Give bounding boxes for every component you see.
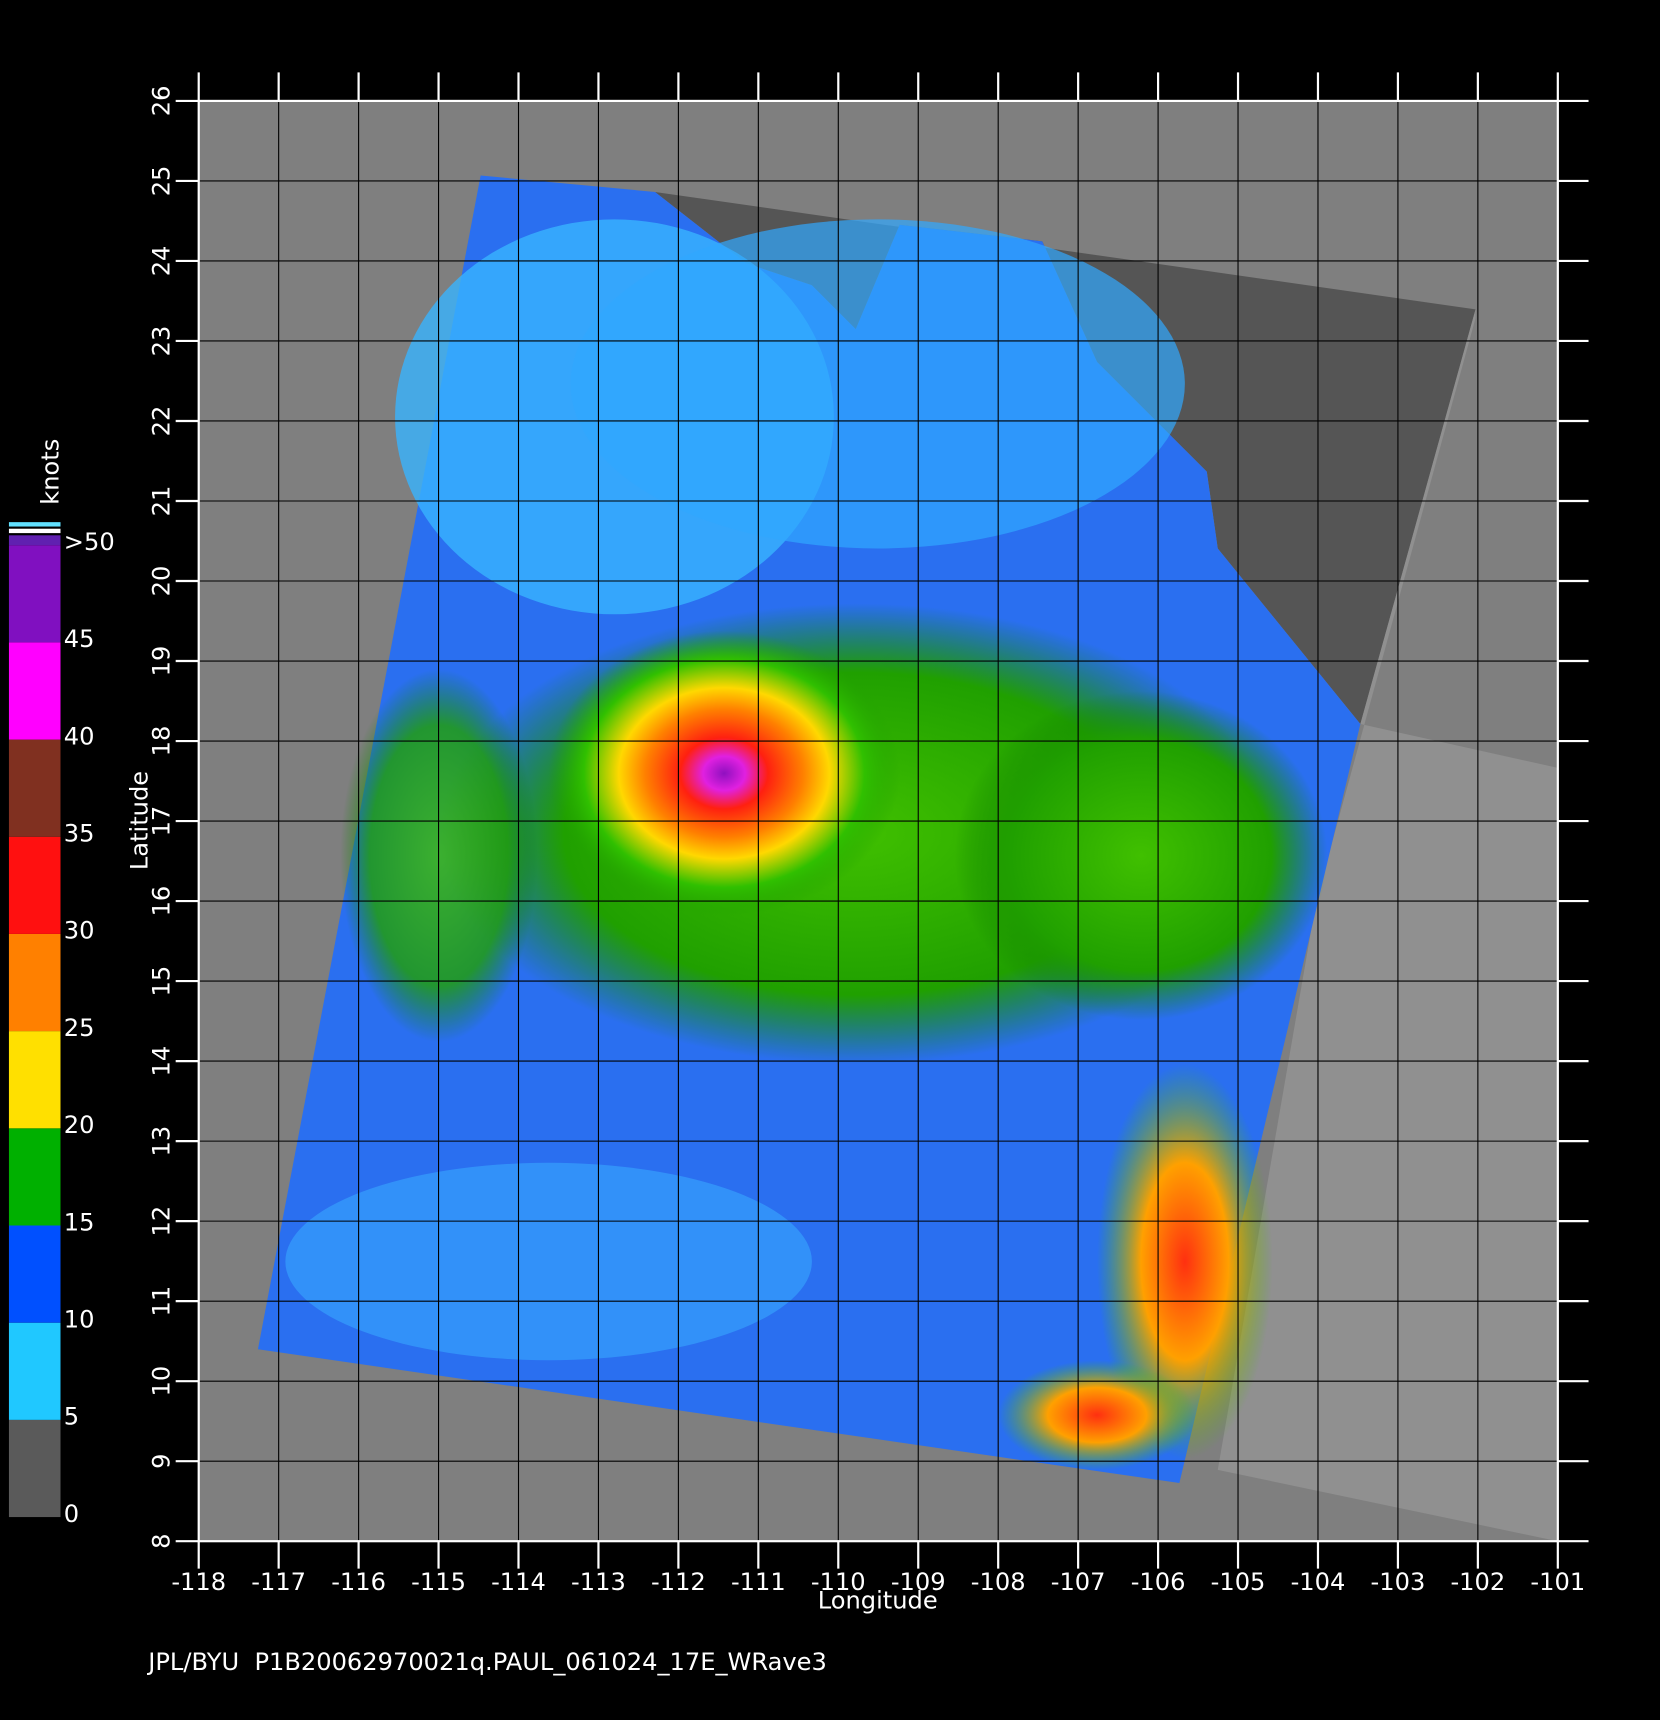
y-tick-label: 23 xyxy=(148,326,176,357)
x-tick-label: -110 xyxy=(811,1568,866,1596)
y-tick-label: 9 xyxy=(148,1454,176,1469)
storm-core xyxy=(548,630,900,916)
high-wind xyxy=(1097,1064,1273,1459)
x-tick-label: -102 xyxy=(1450,1568,1505,1596)
x-tick-label: -109 xyxy=(891,1568,946,1596)
y-tick-label: 10 xyxy=(148,1366,176,1397)
x-tick-label: -117 xyxy=(251,1568,306,1596)
y-tick-label: 25 xyxy=(148,166,176,197)
colorbar-band xyxy=(8,1128,61,1226)
x-tick-label: -118 xyxy=(171,1568,226,1596)
x-tick-label: -101 xyxy=(1530,1568,1585,1596)
x-axis-label: Longitude xyxy=(818,1587,938,1615)
x-tick-label: -105 xyxy=(1211,1568,1266,1596)
swath-shade xyxy=(570,219,1185,549)
colorbar-label: >50 xyxy=(64,528,115,556)
imagery xyxy=(257,175,1558,1542)
y-tick-label: 14 xyxy=(148,1046,176,1077)
y-tick-label: 8 xyxy=(148,1534,176,1549)
colorbar-label: 40 xyxy=(64,722,95,750)
colorbar-band xyxy=(8,642,61,740)
swath-shade xyxy=(285,1162,812,1361)
colorbar-label: 30 xyxy=(64,917,95,945)
x-tick-label: -103 xyxy=(1371,1568,1426,1596)
colorbar-band xyxy=(8,1225,61,1323)
colorbar-label: 15 xyxy=(64,1208,95,1236)
colorbar-band xyxy=(8,933,61,1032)
colorbar-label: 25 xyxy=(64,1014,95,1042)
colorbar-label: 20 xyxy=(64,1111,95,1139)
y-tick-label: 13 xyxy=(148,1126,176,1157)
colorbar-band xyxy=(8,836,61,934)
land xyxy=(655,191,1476,724)
colorbar-band xyxy=(8,1031,61,1129)
x-tick-label: -112 xyxy=(651,1568,706,1596)
y-tick-label: 18 xyxy=(148,726,176,757)
x-tick-label: -111 xyxy=(731,1568,786,1596)
colorbar-band xyxy=(8,1419,61,1518)
x-tick-label: -106 xyxy=(1131,1568,1186,1596)
colorbar-band xyxy=(8,1322,61,1420)
plot-frame xyxy=(197,99,1559,1543)
colorbar-label: 45 xyxy=(64,625,95,653)
x-tick-label: -104 xyxy=(1291,1568,1346,1596)
footer: JPL/BYU P1B20062970021q.PAUL_061024_17E_… xyxy=(146,1648,827,1676)
x-tick-label: -108 xyxy=(971,1568,1026,1596)
x-tick-label: -115 xyxy=(411,1568,466,1596)
y-tick-label: 22 xyxy=(148,406,176,437)
high-wind xyxy=(998,1360,1196,1470)
colorbar-band xyxy=(8,545,61,643)
y-tick-label: 21 xyxy=(148,486,176,517)
colorbar-cap xyxy=(8,528,61,534)
colorbar-band xyxy=(8,739,61,837)
y-tick-label: 26 xyxy=(148,86,176,117)
colorbar-cap xyxy=(8,522,61,527)
colorbar-cap xyxy=(8,535,61,546)
colorbar-title: knots xyxy=(37,439,65,505)
x-tick-label: -116 xyxy=(331,1568,386,1596)
y-axis-label: Latitude xyxy=(126,771,154,870)
wind-field xyxy=(954,691,1328,1021)
colorbar-label: 10 xyxy=(64,1305,95,1333)
x-tick-label: -107 xyxy=(1051,1568,1106,1596)
colorbar-label: 0 xyxy=(64,1500,79,1528)
colorbar-label: 35 xyxy=(64,820,95,848)
y-tick-label: 12 xyxy=(148,1206,176,1237)
y-tick-label: 11 xyxy=(148,1286,176,1317)
y-tick-label: 24 xyxy=(148,246,176,277)
swath-edge xyxy=(1217,309,1558,1542)
y-tick-label: 19 xyxy=(148,646,176,677)
y-tick-label: 20 xyxy=(148,566,176,597)
y-tick-label: 17 xyxy=(148,806,176,837)
x-tick-label: -114 xyxy=(491,1568,546,1596)
colorbar-label: 5 xyxy=(64,1403,79,1431)
y-tick-label: 16 xyxy=(148,886,176,917)
x-tick-label: -113 xyxy=(571,1568,626,1596)
y-tick-label: 15 xyxy=(148,966,176,997)
